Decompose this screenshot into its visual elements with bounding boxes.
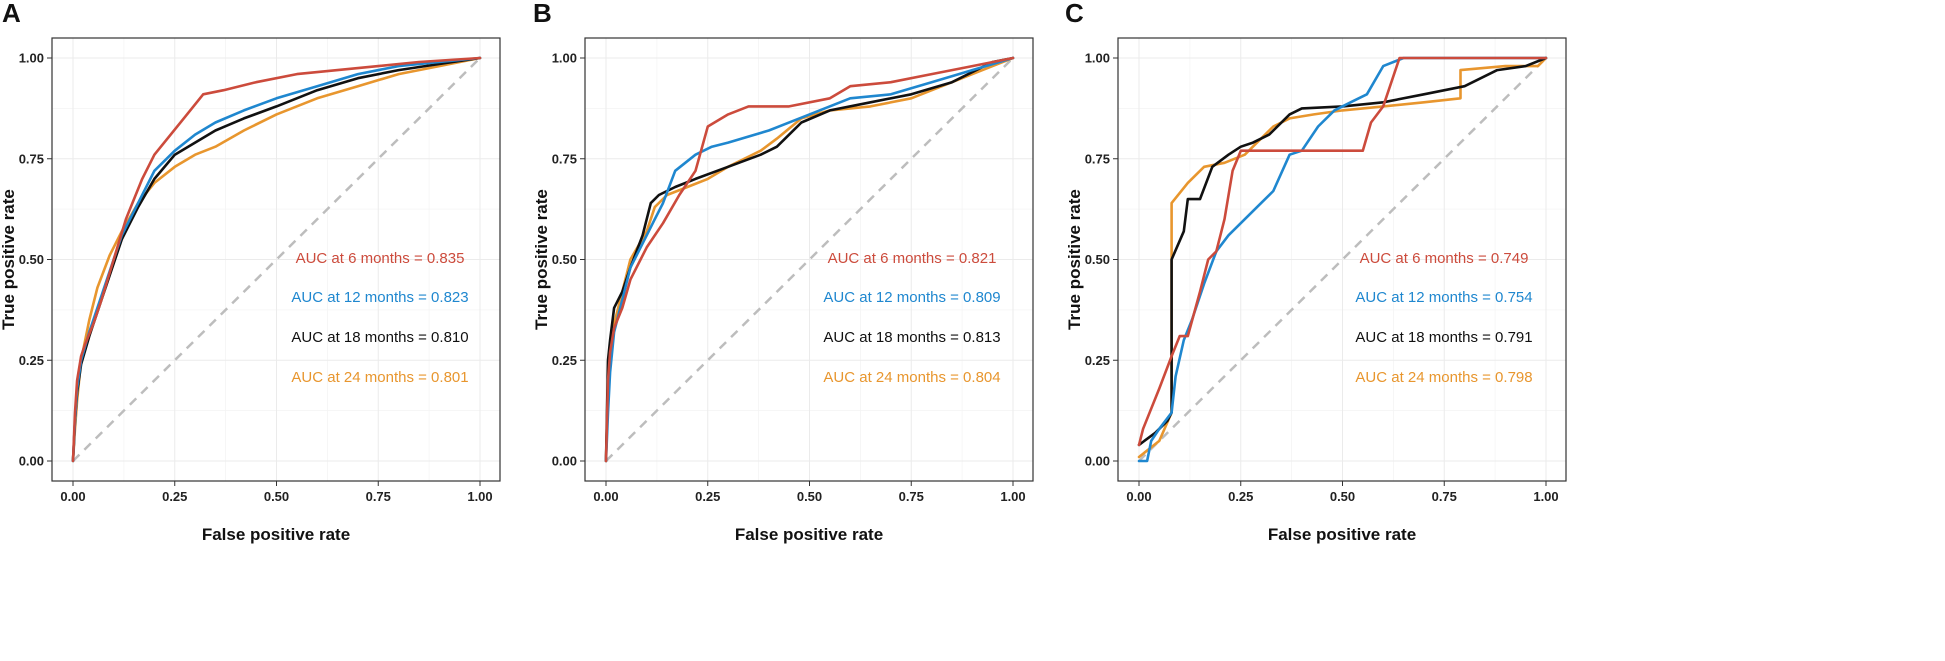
auc-label-18m: AUC at 18 months = 0.791 xyxy=(1355,329,1532,346)
y-tick-label: 0.50 xyxy=(1085,252,1110,267)
roc-curve-6m xyxy=(1137,56,1548,447)
x-tick-label: 1.00 xyxy=(1533,489,1558,504)
y-tick-label: 0.50 xyxy=(19,252,44,267)
y-tick-label: 0.00 xyxy=(552,454,577,469)
y-axis-title: True positive rate xyxy=(532,189,551,330)
y-tick-label: 0.25 xyxy=(19,353,44,368)
roc-curve-18m xyxy=(604,56,1015,463)
y-tick-label: 0.00 xyxy=(1085,454,1110,469)
y-tick-label: 0.75 xyxy=(19,151,44,166)
x-tick-label: 0.25 xyxy=(162,489,187,504)
grid xyxy=(1118,38,1566,481)
x-tick-label: 0.00 xyxy=(60,489,85,504)
y-tick-label: 0.00 xyxy=(19,454,44,469)
panel-label: A xyxy=(2,0,21,28)
y-tick-label: 1.00 xyxy=(1085,51,1110,66)
x-tick-label: 1.00 xyxy=(467,489,492,504)
x-tick-label: 0.50 xyxy=(1330,489,1355,504)
panel-label: B xyxy=(533,0,552,28)
y-tick-label: 1.00 xyxy=(552,51,577,66)
auc-label-24m: AUC at 24 months = 0.804 xyxy=(823,369,1000,386)
auc-label-24m: AUC at 24 months = 0.801 xyxy=(291,369,468,386)
x-tick-label: 0.75 xyxy=(899,489,924,504)
auc-label-18m: AUC at 18 months = 0.810 xyxy=(291,329,468,346)
y-tick-label: 0.25 xyxy=(552,353,577,368)
grid xyxy=(585,38,1033,481)
auc-label-12m: AUC at 12 months = 0.754 xyxy=(1355,289,1532,306)
y-tick-label: 1.00 xyxy=(19,51,44,66)
panel-label: C xyxy=(1065,0,1084,28)
x-tick-label: 0.25 xyxy=(1228,489,1253,504)
panel-a: A 0.00 0.25 0.50 0.75 1.00 0.00 0.25 0.50 0.75 1.0… xyxy=(0,0,501,544)
auc-label-12m: AUC at 12 months = 0.809 xyxy=(823,289,1000,306)
panel-c: C 0.00 0.25 0.50 0.75 1.00 0.00 0.25 0.50 0.75 1.0… xyxy=(1065,0,1567,544)
roc-curve-12m xyxy=(1137,56,1548,463)
x-axis-title: False positive rate xyxy=(1268,525,1416,544)
x-tick-label: 0.00 xyxy=(593,489,618,504)
y-tick-label: 0.75 xyxy=(1085,151,1110,166)
y-tick-label: 0.25 xyxy=(1085,353,1110,368)
auc-label-6m: AUC at 6 months = 0.821 xyxy=(828,250,997,267)
panel-b: B 0.00 0.25 0.50 0.75 1.00 0.00 0.25 0.50 0.75 1.0… xyxy=(532,0,1034,544)
roc-curve-24m xyxy=(604,56,1015,463)
auc-label-24m: AUC at 24 months = 0.798 xyxy=(1355,369,1532,386)
y-tick-label: 0.75 xyxy=(552,151,577,166)
x-tick-label: 0.75 xyxy=(1432,489,1457,504)
x-tick-label: 0.50 xyxy=(797,489,822,504)
auc-label-6m: AUC at 6 months = 0.835 xyxy=(296,250,465,267)
y-axis-title: True positive rate xyxy=(0,189,18,330)
x-tick-label: 0.25 xyxy=(695,489,720,504)
auc-label-12m: AUC at 12 months = 0.823 xyxy=(291,289,468,306)
x-axis-title: False positive rate xyxy=(202,525,350,544)
grid xyxy=(52,38,500,481)
roc-curve-18m xyxy=(1137,56,1548,447)
roc-curve-6m xyxy=(71,56,482,463)
x-tick-label: 1.00 xyxy=(1000,489,1025,504)
roc-curve-6m xyxy=(604,56,1015,463)
y-tick-label: 0.50 xyxy=(552,252,577,267)
y-axis-title: True positive rate xyxy=(1065,189,1084,330)
auc-label-6m: AUC at 6 months = 0.749 xyxy=(1360,250,1529,267)
x-axis-title: False positive rate xyxy=(735,525,883,544)
x-tick-label: 0.75 xyxy=(366,489,391,504)
x-tick-label: 0.00 xyxy=(1126,489,1151,504)
auc-label-18m: AUC at 18 months = 0.813 xyxy=(823,329,1000,346)
x-tick-label: 0.50 xyxy=(264,489,289,504)
